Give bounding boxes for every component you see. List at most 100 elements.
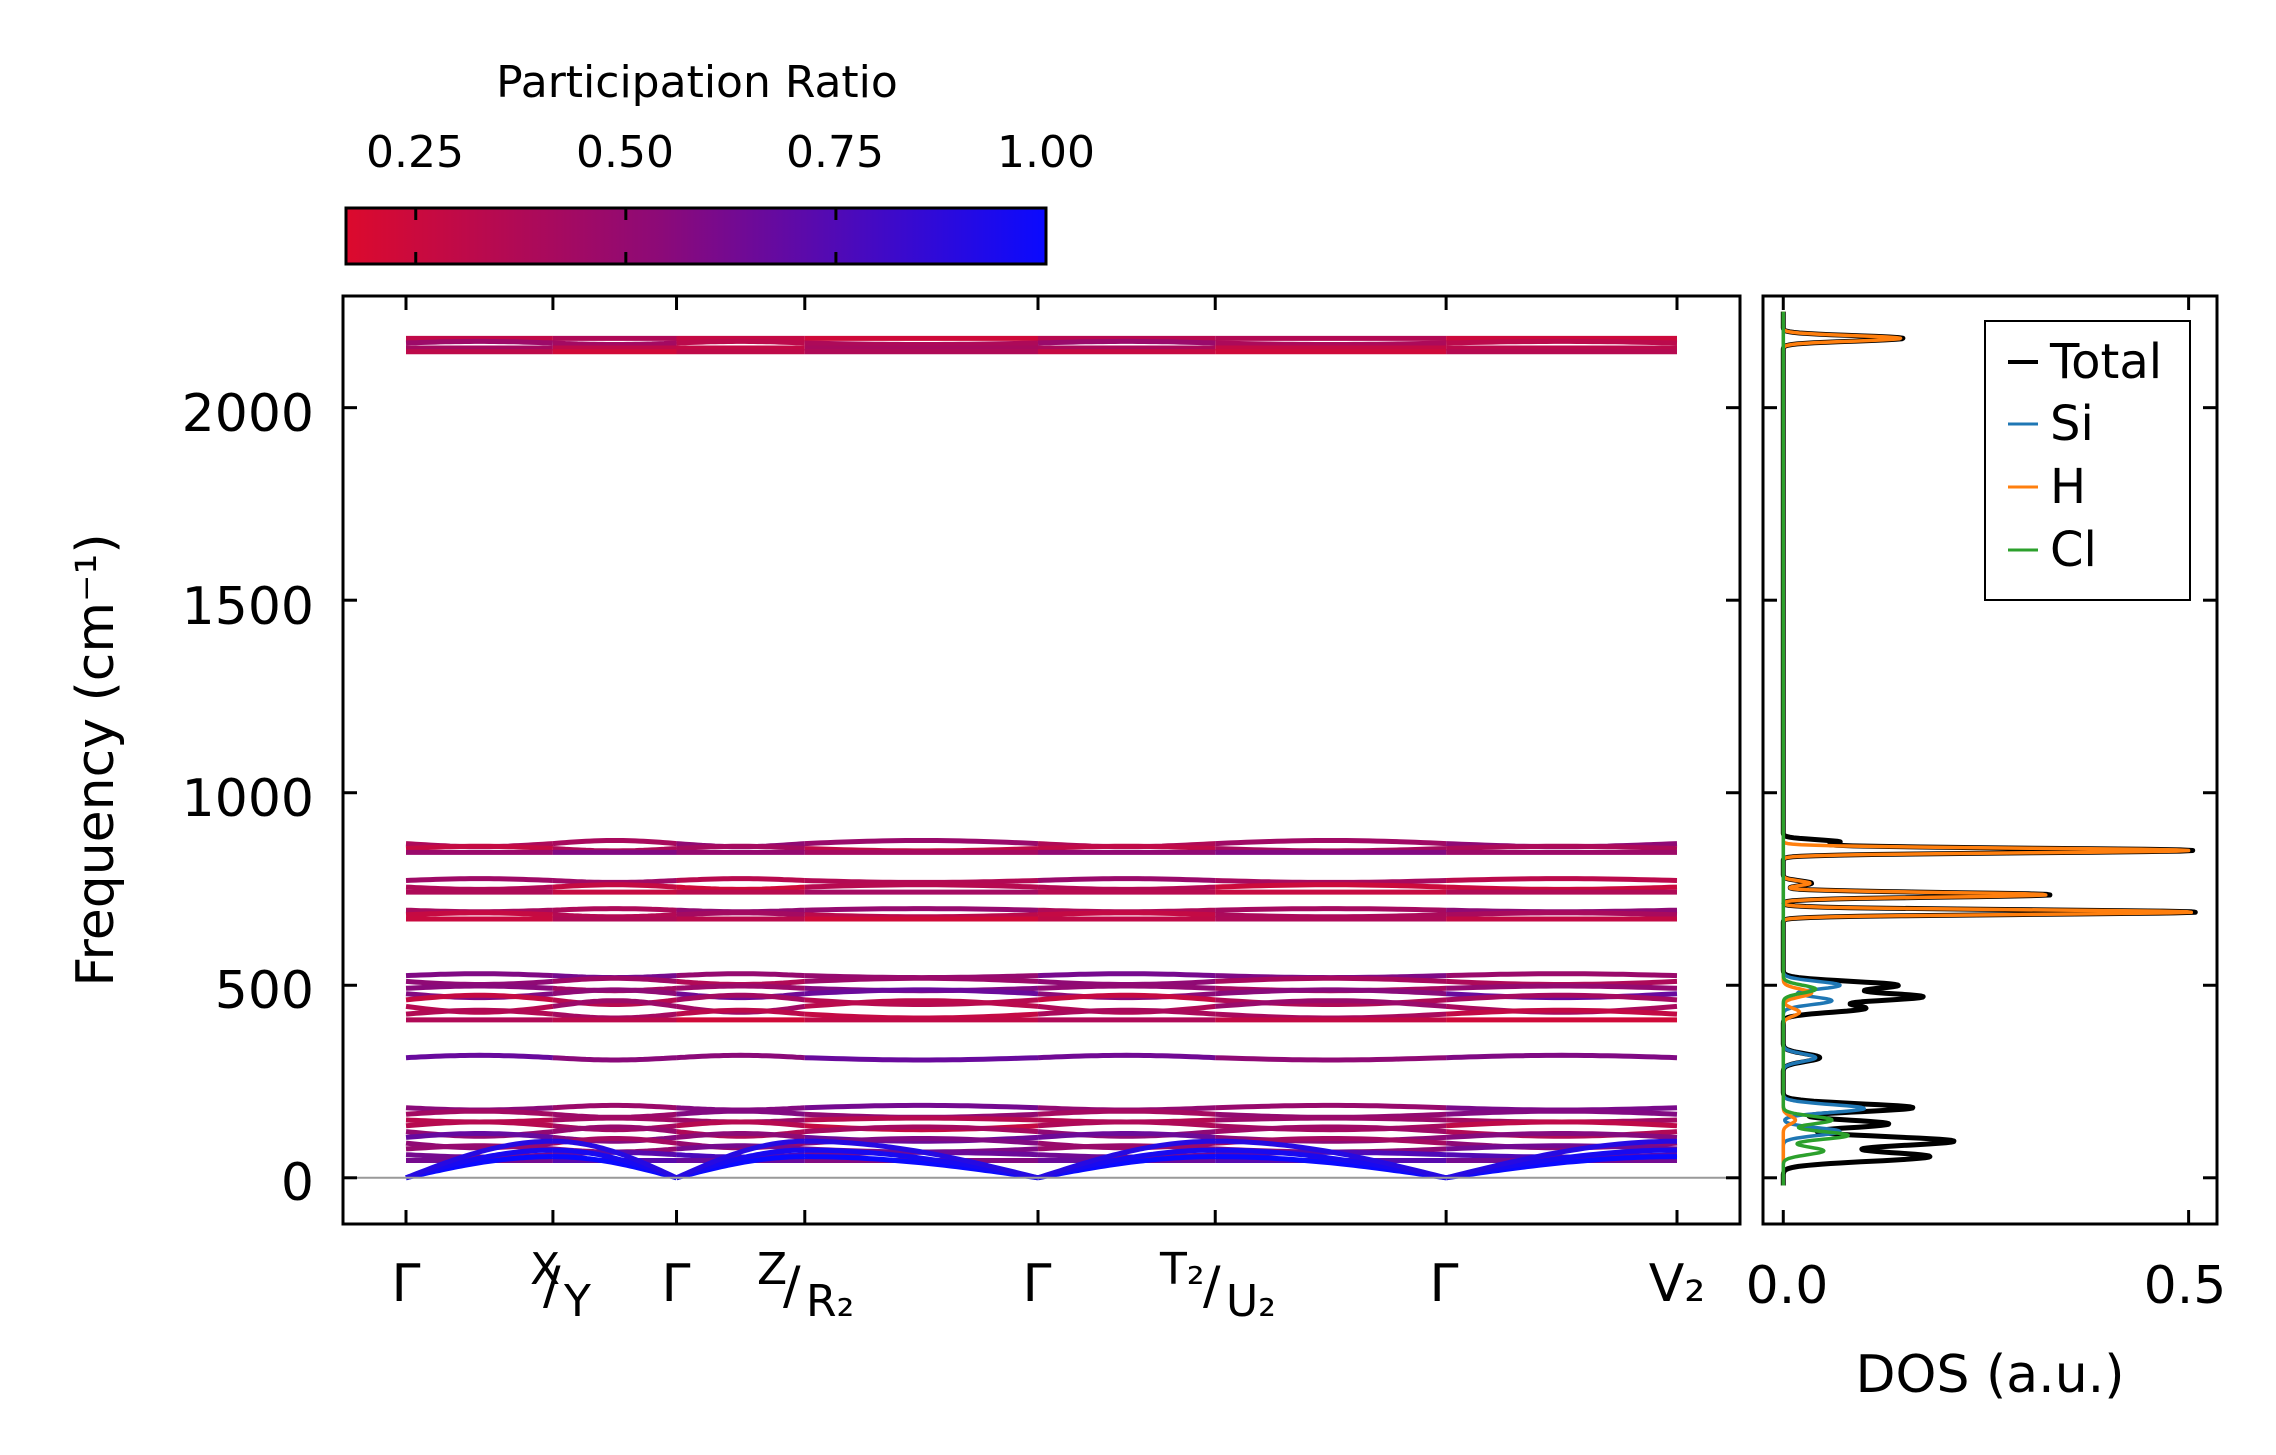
band-line bbox=[804, 975, 1039, 984]
y-tick-label: 2000 bbox=[182, 384, 314, 444]
band-line bbox=[1445, 1007, 1678, 1017]
kpoint-label-gamma: Γ bbox=[1023, 1254, 1052, 1314]
band-line bbox=[1037, 843, 1216, 852]
band-line bbox=[1215, 1102, 1447, 1111]
band-line bbox=[405, 843, 554, 852]
x-tick-label: 0.0 bbox=[1746, 1256, 1829, 1316]
band-line bbox=[1446, 338, 1678, 346]
band-line bbox=[1215, 998, 1447, 1009]
acoustic-band-line bbox=[1445, 1138, 1677, 1181]
kpoint-label-bottom: R₂ bbox=[806, 1276, 854, 1327]
acoustic-band-line bbox=[552, 1138, 678, 1181]
colorbar-tick-label: 0.50 bbox=[576, 127, 674, 178]
dos-axes bbox=[1763, 296, 2217, 1224]
band-line bbox=[405, 1108, 554, 1117]
band-line bbox=[804, 882, 1039, 890]
kpoint-label-v2: V₂ bbox=[1649, 1254, 1705, 1314]
band-line bbox=[1037, 338, 1216, 346]
band-line bbox=[804, 912, 1039, 920]
band-line bbox=[676, 910, 805, 918]
legend-label: Cl bbox=[2050, 522, 2097, 578]
band-structure-panel: Frequency (cm⁻¹) 0 500 1000 1500 2000 Γ … bbox=[66, 294, 1742, 1327]
band-line bbox=[676, 876, 805, 883]
kpoint-separator: / bbox=[1203, 1256, 1221, 1316]
band-line bbox=[804, 1055, 1039, 1063]
band-line bbox=[1037, 876, 1216, 883]
band-line bbox=[1446, 1052, 1678, 1061]
band-line bbox=[552, 987, 677, 997]
band-line bbox=[1037, 992, 1216, 1003]
legend-label: H bbox=[2050, 459, 2086, 515]
kpoint-label-bottom: U₂ bbox=[1226, 1276, 1276, 1327]
kpoint-label-z-r2: Z / R₂ bbox=[757, 1244, 854, 1327]
kpoint-label-x-y: X / Y bbox=[530, 1244, 591, 1327]
band-line bbox=[676, 1007, 806, 1017]
band-line bbox=[1215, 987, 1447, 997]
legend-entry-cl: Cl bbox=[2008, 522, 2097, 578]
band-line bbox=[804, 998, 1039, 1009]
kpoint-label-t2-u2: T₂ / U₂ bbox=[1159, 1244, 1276, 1327]
band-line bbox=[676, 1108, 806, 1117]
x-tick-label: 0.5 bbox=[2144, 1256, 2227, 1316]
band-line bbox=[552, 975, 677, 984]
band-line bbox=[405, 1007, 554, 1017]
band-line bbox=[676, 843, 805, 852]
colorbar-tick-label: 0.25 bbox=[366, 127, 464, 178]
band-line bbox=[676, 971, 805, 979]
band-line bbox=[1446, 910, 1678, 918]
band-line bbox=[405, 338, 554, 346]
band-line bbox=[1037, 1052, 1216, 1061]
band-line bbox=[1215, 912, 1447, 920]
band-line bbox=[1037, 1108, 1216, 1117]
band-line bbox=[804, 878, 1039, 885]
band-line bbox=[405, 1052, 554, 1061]
band-axes bbox=[343, 296, 1740, 1224]
legend-entry-h: H bbox=[2008, 459, 2086, 515]
dos-frame bbox=[1761, 294, 2219, 1226]
band-line bbox=[676, 992, 806, 1003]
acoustic-band-line bbox=[1215, 1138, 1447, 1181]
band-lines bbox=[405, 335, 1678, 1181]
acoustic-band-line bbox=[1037, 1138, 1216, 1181]
band-line bbox=[405, 1119, 554, 1129]
band-line bbox=[1215, 882, 1447, 890]
band-line bbox=[552, 1055, 677, 1063]
band-line bbox=[1215, 1124, 1447, 1135]
legend-entry-si: Si bbox=[2008, 396, 2094, 452]
band-line bbox=[552, 1124, 677, 1135]
legend-label: Si bbox=[2050, 396, 2094, 452]
band-line bbox=[1037, 884, 1216, 892]
band-line bbox=[1037, 1007, 1216, 1017]
band-line bbox=[1215, 340, 1447, 347]
band-line bbox=[405, 1143, 554, 1152]
band-line bbox=[405, 884, 554, 892]
band-line bbox=[1215, 906, 1447, 913]
band-line bbox=[1446, 983, 1678, 991]
colorbar-ticks bbox=[414, 208, 1048, 264]
band-line bbox=[1445, 992, 1678, 1003]
band-line bbox=[676, 1119, 806, 1129]
kpoint-label-top: X bbox=[530, 1244, 560, 1295]
kpoint-label-gamma: Γ bbox=[1430, 1254, 1459, 1314]
y-axis-title: Frequency (cm⁻¹) bbox=[66, 533, 126, 986]
band-line bbox=[804, 906, 1039, 913]
band-line bbox=[676, 983, 805, 991]
dos-panel: 0.0 0.5 DOS (a.u.) Total Si H Cl bbox=[1746, 294, 2227, 1405]
band-line bbox=[676, 338, 805, 346]
y-tick-label: 1000 bbox=[182, 769, 314, 829]
band-line bbox=[405, 971, 554, 979]
band-line bbox=[1037, 910, 1216, 918]
legend: Total Si H Cl bbox=[1984, 320, 2191, 601]
legend-label: Total bbox=[2049, 334, 2162, 390]
kpoint-label-top: Z bbox=[757, 1244, 787, 1295]
band-line bbox=[1037, 1131, 1216, 1140]
band-line bbox=[804, 340, 1039, 347]
band-line bbox=[804, 838, 1039, 847]
band-line bbox=[552, 878, 677, 885]
kpoint-label-bottom: Y bbox=[563, 1276, 591, 1327]
legend-entry-total: Total bbox=[2008, 334, 2162, 390]
band-line bbox=[552, 912, 677, 920]
band-line bbox=[1445, 1108, 1678, 1117]
band-frame bbox=[341, 294, 1742, 1226]
